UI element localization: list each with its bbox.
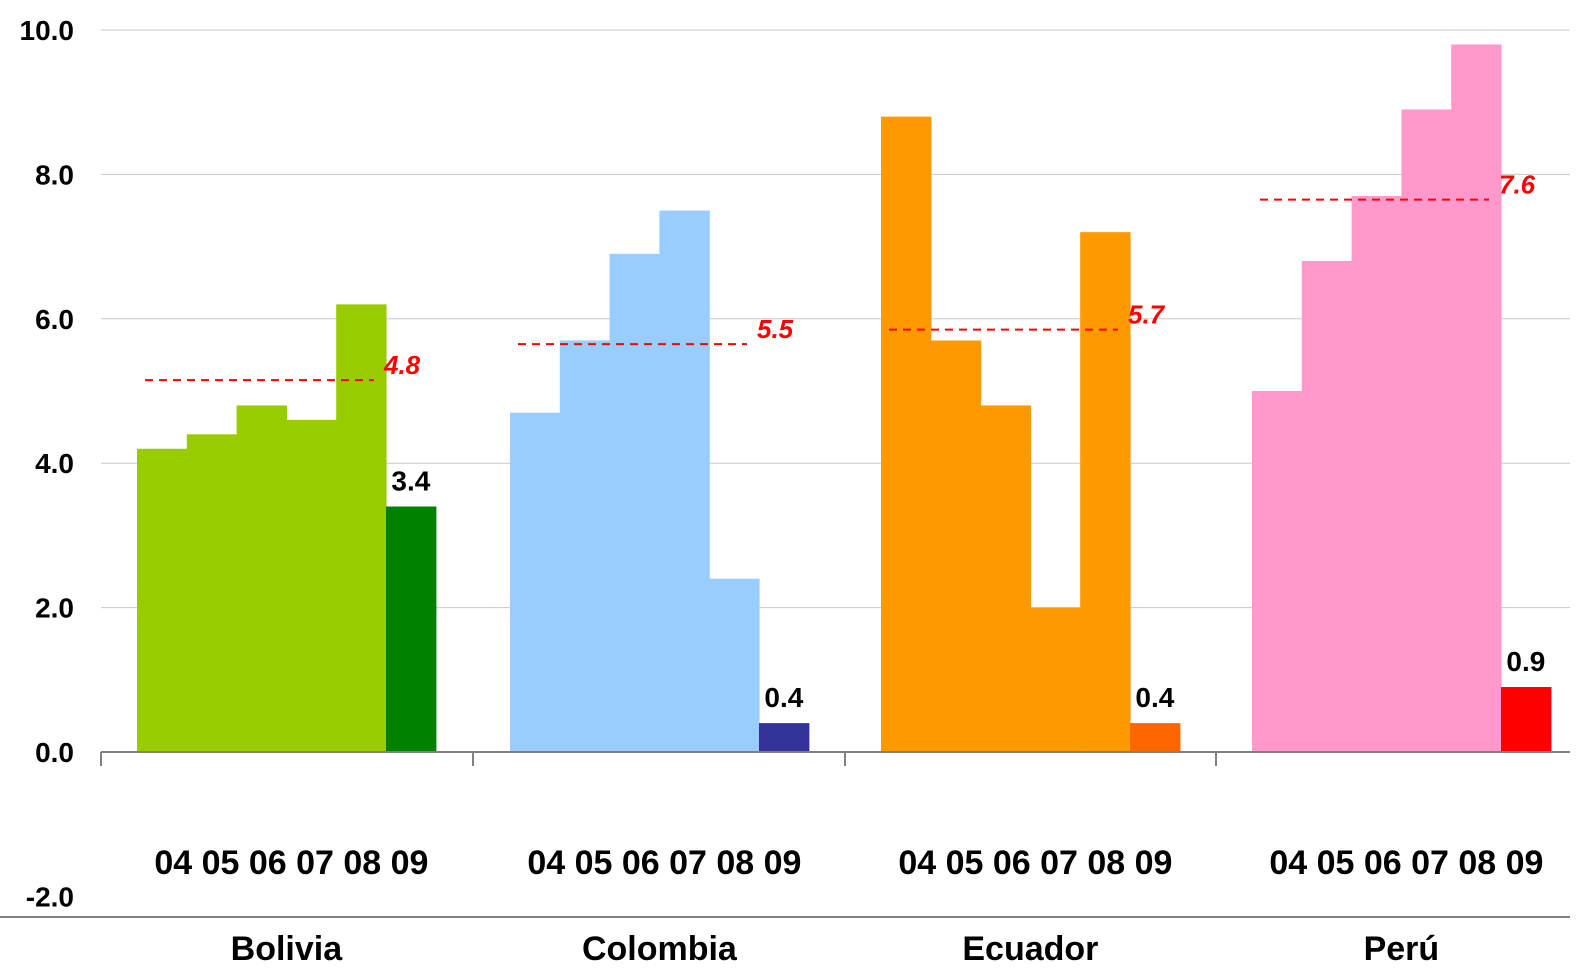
bar bbox=[1501, 687, 1552, 752]
bar bbox=[1130, 723, 1181, 752]
bars bbox=[137, 44, 1552, 753]
bar bbox=[236, 405, 287, 752]
bar bbox=[1252, 391, 1303, 752]
country-label: Colombia bbox=[582, 930, 738, 968]
labels: 10.0 8.0 6.0 4.0 2.0 0.0 -2.0 3.4 4.8 04 05 06 07… bbox=[20, 15, 1546, 968]
data-label: 0.4 bbox=[764, 682, 803, 713]
bar bbox=[336, 304, 387, 752]
bar bbox=[659, 210, 710, 752]
bar bbox=[286, 419, 337, 752]
y-tick-label: -2.0 bbox=[26, 881, 74, 912]
year-labels: 04 05 06 07 08 09 bbox=[154, 844, 428, 882]
country-label: Bolivia bbox=[231, 930, 344, 968]
bar bbox=[881, 116, 932, 752]
average-label: 5.7 bbox=[1128, 300, 1166, 330]
bar bbox=[1451, 44, 1502, 752]
bar bbox=[510, 412, 561, 752]
country-label: Ecuador bbox=[962, 930, 1098, 968]
bar bbox=[1401, 109, 1452, 753]
bar bbox=[1351, 196, 1402, 752]
y-tick-label: 8.0 bbox=[35, 159, 74, 190]
y-tick-label: 2.0 bbox=[35, 593, 74, 624]
bar bbox=[759, 723, 810, 752]
data-label: 3.4 bbox=[391, 466, 430, 497]
year-labels: 04 05 06 07 08 09 bbox=[1269, 844, 1543, 882]
y-tick-label: 4.0 bbox=[35, 448, 74, 479]
bar bbox=[186, 434, 238, 752]
year-labels: 04 05 06 07 08 09 bbox=[527, 844, 801, 882]
bar bbox=[137, 448, 188, 752]
bar bbox=[1080, 232, 1131, 752]
bar bbox=[559, 340, 611, 752]
y-tick-label: 0.0 bbox=[35, 737, 74, 768]
data-label: 0.4 bbox=[1135, 682, 1174, 713]
year-labels: 04 05 06 07 08 09 bbox=[898, 844, 1172, 882]
country-label: Perú bbox=[1364, 930, 1440, 968]
average-label: 4.8 bbox=[383, 350, 421, 380]
bar bbox=[1301, 261, 1353, 752]
y-tick-label: 6.0 bbox=[35, 304, 74, 335]
y-tick-label: 10.0 bbox=[20, 15, 75, 46]
average-label: 7.6 bbox=[1499, 170, 1536, 200]
bar bbox=[609, 253, 660, 752]
axes bbox=[0, 751, 1570, 918]
average-label: 5.5 bbox=[757, 314, 794, 344]
bar bbox=[930, 340, 982, 752]
bar bbox=[1030, 607, 1081, 752]
bar bbox=[709, 578, 760, 752]
bar bbox=[386, 506, 437, 752]
data-label: 0.9 bbox=[1506, 646, 1545, 677]
bar bbox=[980, 405, 1031, 752]
